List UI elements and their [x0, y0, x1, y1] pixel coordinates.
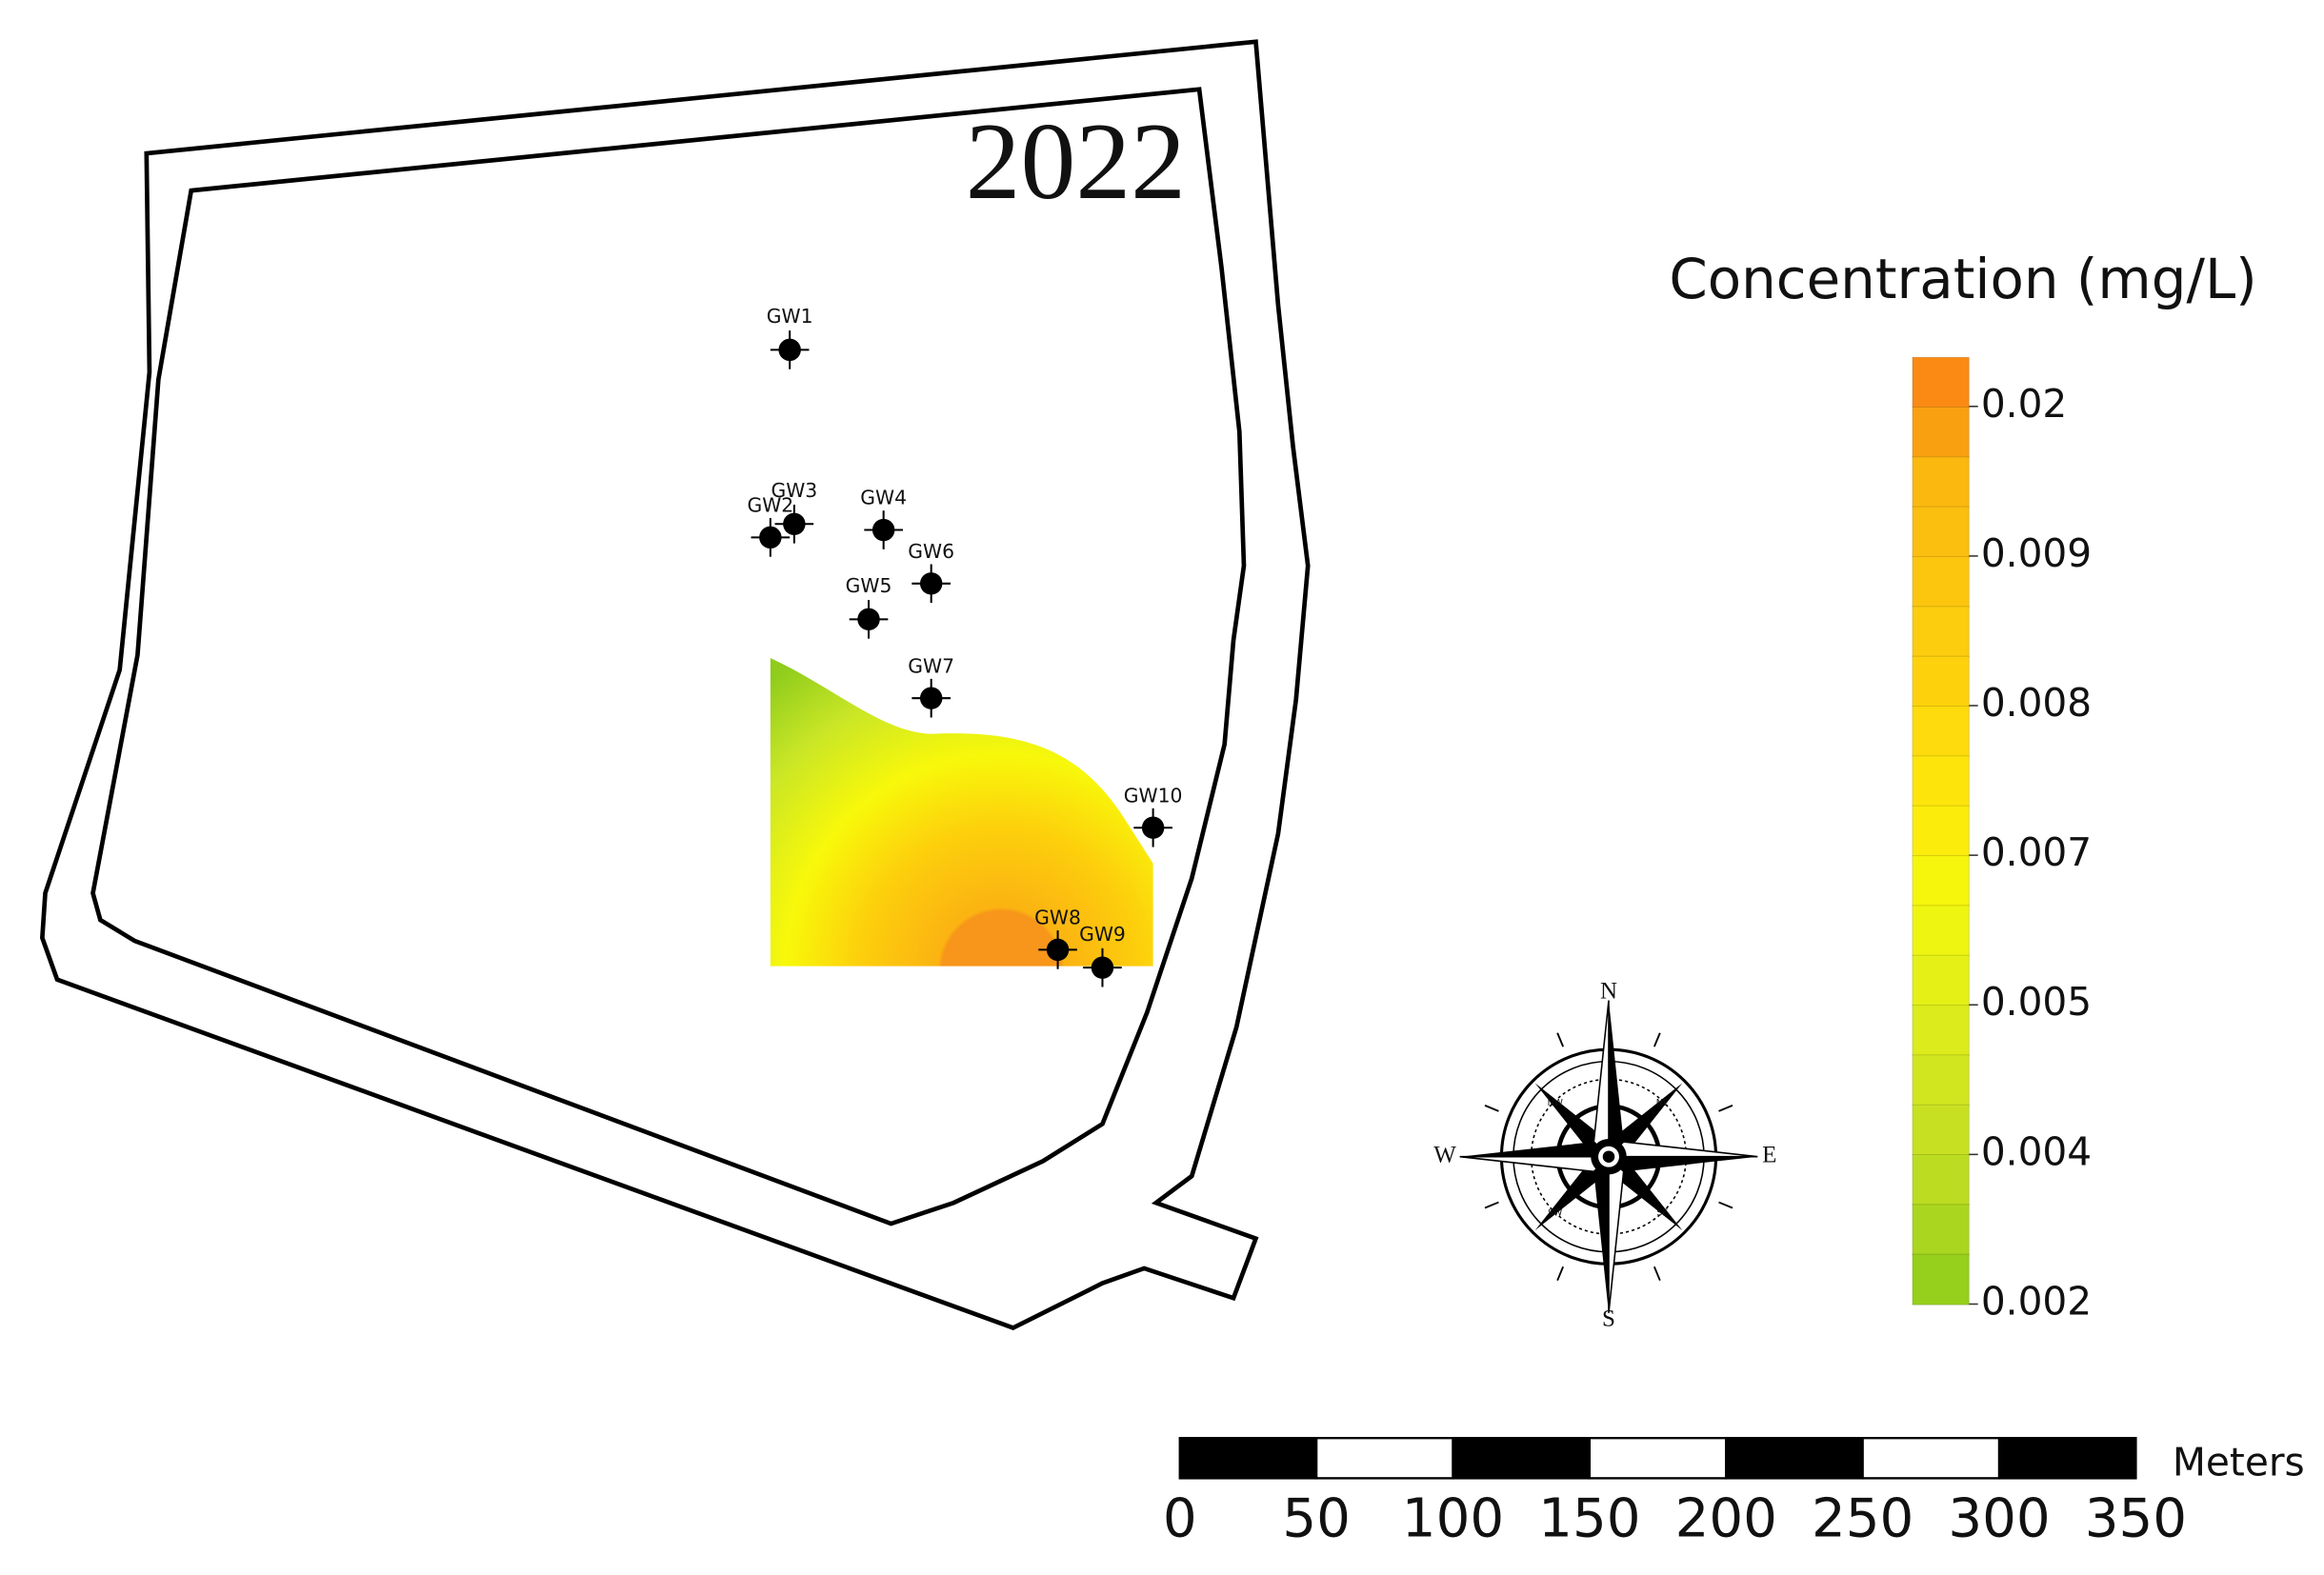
- well-label: GW9: [1079, 923, 1126, 946]
- scale-label: 250: [1812, 1487, 1913, 1549]
- compass-nw: NW: [1548, 1098, 1563, 1108]
- legend-swatch: [1912, 1204, 1970, 1256]
- scale-label: 150: [1538, 1487, 1640, 1549]
- scale-segment: [1725, 1437, 1864, 1480]
- legend-swatch: [1912, 556, 1970, 608]
- scale-label: 350: [2085, 1487, 2187, 1549]
- well-marker: [759, 526, 782, 549]
- well-label: GW5: [846, 574, 892, 597]
- legend-swatch: [1912, 606, 1970, 658]
- compass-w: W: [1433, 1142, 1456, 1167]
- well-label: GW7: [908, 654, 954, 677]
- well-label: GW1: [767, 305, 813, 328]
- scale-segment: [1861, 1437, 2001, 1480]
- concentration-plume: [770, 657, 1153, 967]
- well-label: GW10: [1124, 784, 1183, 807]
- scale-label: 200: [1675, 1487, 1777, 1549]
- well-marker: [919, 687, 943, 709]
- scale-segment: [1997, 1437, 2137, 1480]
- legend-label: 0.004: [1981, 1128, 2092, 1174]
- well-marker: [1046, 938, 1070, 962]
- well-marker: [919, 572, 943, 595]
- compass-e: E: [1762, 1142, 1776, 1167]
- scale-unit: Meters: [2173, 1439, 2305, 1485]
- scale-label: 50: [1282, 1487, 1351, 1549]
- well-marker: [778, 338, 801, 362]
- legend-label: 0.002: [1981, 1278, 2092, 1324]
- legend-swatch: [1912, 706, 1970, 758]
- scale-segment: [1588, 1437, 1728, 1480]
- well-marker: [783, 512, 806, 536]
- legend-label: 0.02: [1981, 381, 2067, 427]
- scale-label: 100: [1402, 1487, 1504, 1549]
- legend-swatch: [1912, 954, 1970, 1007]
- legend-swatch: [1912, 1253, 1970, 1306]
- legend-swatch: [1912, 1054, 1970, 1106]
- legend-swatch: [1912, 407, 1970, 459]
- well-label: GW4: [860, 487, 907, 509]
- legend-swatch: [1912, 805, 1970, 857]
- legend-label: 0.007: [1981, 829, 2092, 875]
- well-marker: [1141, 816, 1165, 839]
- well-label: GW2: [747, 494, 793, 517]
- well-marker: [872, 518, 895, 542]
- legend-swatch: [1912, 1005, 1970, 1057]
- legend-label: 0.008: [1981, 680, 2092, 726]
- legend-swatch: [1912, 1104, 1970, 1156]
- compass-se: SE: [1656, 1208, 1668, 1219]
- well-label: GW8: [1034, 907, 1081, 929]
- scale-label: 0: [1163, 1487, 1197, 1549]
- compass-ne: NE: [1656, 1098, 1669, 1108]
- legend-swatch: [1912, 356, 1970, 409]
- compass: [1459, 1000, 1758, 1313]
- compass-s: S: [1602, 1306, 1615, 1331]
- site-boundary-inner: [90, 87, 1247, 1226]
- legend-title: Concentration (mg/L): [1669, 247, 2256, 311]
- scale-segment: [1178, 1437, 1318, 1480]
- well-label: GW3: [771, 479, 817, 502]
- legend-swatch: [1912, 905, 1970, 957]
- legend-swatch: [1912, 1154, 1970, 1206]
- year-label: 2022: [966, 101, 1186, 223]
- scale-label: 300: [1948, 1487, 2050, 1549]
- well-label: GW6: [908, 540, 954, 563]
- well-marker: [1091, 956, 1114, 979]
- legend-swatch: [1912, 855, 1970, 907]
- compass-n: N: [1600, 978, 1617, 1004]
- legend-label: 0.005: [1981, 979, 2092, 1025]
- legend-swatch: [1912, 456, 1970, 508]
- legend-swatch: [1912, 506, 1970, 558]
- compass-sw: SW: [1548, 1208, 1562, 1219]
- legend-swatch: [1912, 655, 1970, 708]
- scale-segment: [1452, 1437, 1592, 1480]
- well-marker: [857, 608, 880, 631]
- site-boundary-outer: [40, 39, 1311, 1331]
- legend-label: 0.009: [1981, 530, 2092, 576]
- scale-segment: [1314, 1437, 1454, 1480]
- legend-swatch: [1912, 755, 1970, 807]
